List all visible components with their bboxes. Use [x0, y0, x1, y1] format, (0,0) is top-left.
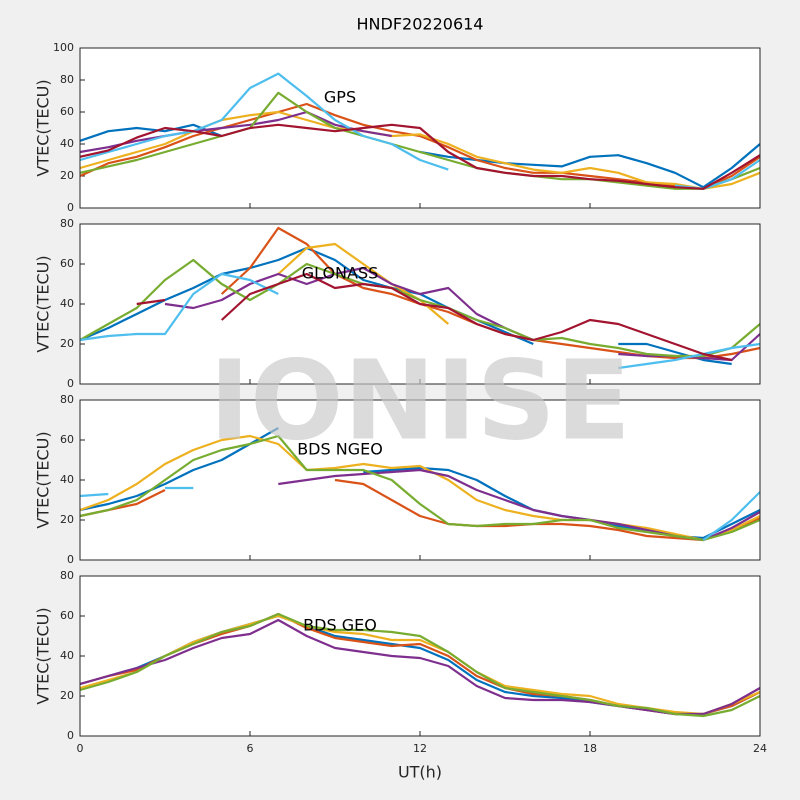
y-tick-label: 0 — [67, 377, 74, 390]
series-line — [136, 272, 732, 362]
y-tick-label: 0 — [67, 729, 74, 742]
y-tick-label: 60 — [60, 433, 74, 446]
y-tick-label: 40 — [60, 137, 74, 150]
series-line — [79, 612, 761, 718]
y-tick-label: 0 — [67, 553, 74, 566]
y-tick-label: 40 — [60, 649, 74, 662]
y-axis-label: VTEC(TECU) — [34, 431, 53, 528]
axes-box — [79, 399, 761, 561]
panel-annotation: GLONASS — [302, 264, 379, 283]
y-tick-label: 80 — [60, 217, 74, 230]
x-tick-label: 24 — [753, 742, 767, 755]
x-axis-label: UT(h) — [398, 763, 442, 782]
series-line — [79, 618, 761, 716]
panel-annotation: BDS GEO — [303, 616, 377, 635]
series-line — [79, 91, 761, 190]
y-tick-label: 20 — [60, 689, 74, 702]
axes-box — [79, 223, 761, 385]
y-tick-label: 60 — [60, 609, 74, 622]
chart-title: HNDF20220614 — [357, 15, 484, 34]
x-tick-label: 0 — [77, 742, 84, 755]
panel-annotation: BDS NGEO — [297, 440, 383, 459]
series-line — [79, 434, 761, 542]
y-tick-label: 80 — [60, 393, 74, 406]
y-tick-label: 20 — [60, 513, 74, 526]
y-tick-label: 20 — [60, 337, 74, 350]
y-tick-label: 100 — [53, 41, 74, 54]
x-tick-label: 18 — [583, 742, 597, 755]
y-axis-label: VTEC(TECU) — [34, 79, 53, 176]
y-tick-label: 80 — [60, 73, 74, 86]
series-line — [79, 486, 761, 541]
series-line — [79, 258, 761, 358]
y-tick-label: 80 — [60, 569, 74, 582]
series-line — [79, 272, 761, 370]
watermark: IONISE — [209, 336, 631, 464]
series-line — [79, 434, 761, 542]
panel-annotation: GPS — [324, 88, 356, 107]
y-tick-label: 0 — [67, 201, 74, 214]
series-line — [79, 110, 392, 154]
x-tick-label: 12 — [413, 742, 427, 755]
x-tick-label: 6 — [247, 742, 254, 755]
y-axis-label: VTEC(TECU) — [34, 255, 53, 352]
series-line — [79, 123, 761, 190]
axes-background — [80, 400, 760, 560]
axes-box — [79, 47, 761, 209]
y-tick-label: 40 — [60, 297, 74, 310]
y-tick-label: 20 — [60, 169, 74, 182]
axes-box — [79, 575, 761, 737]
y-axis-label: VTEC(TECU) — [34, 607, 53, 704]
y-tick-label: 60 — [60, 257, 74, 270]
y-tick-label: 40 — [60, 473, 74, 486]
y-tick-label: 60 — [60, 105, 74, 118]
